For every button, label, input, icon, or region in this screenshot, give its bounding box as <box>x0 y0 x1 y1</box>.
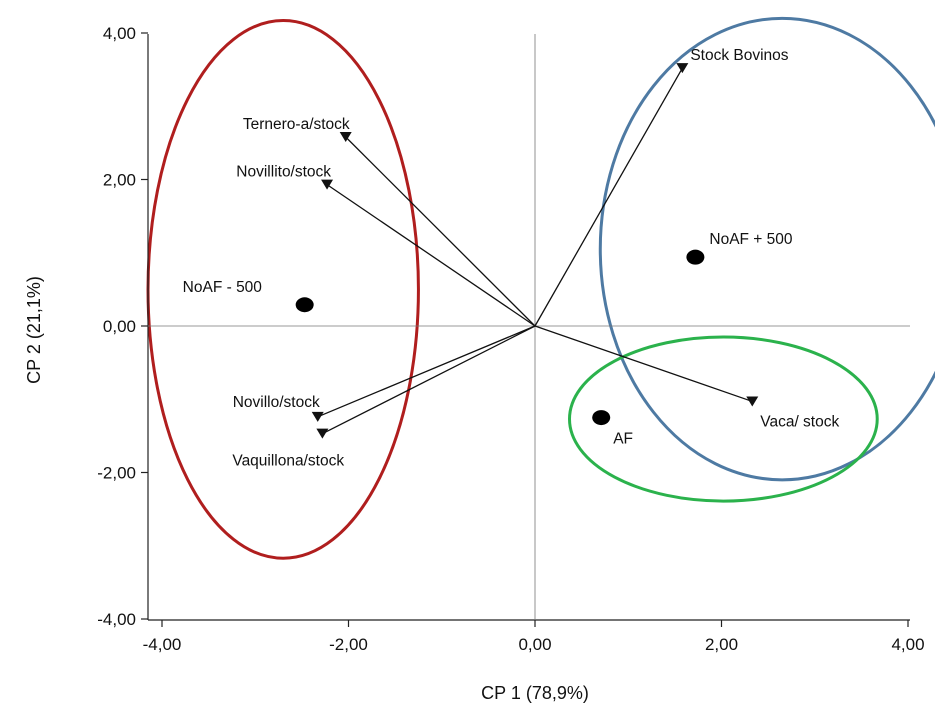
observation-point <box>686 249 705 265</box>
point-label: AF <box>613 431 633 448</box>
y-axis-title: CP 2 (21,1%) <box>24 276 44 384</box>
y-tick-label: -2,00 <box>97 464 136 483</box>
group-ellipse <box>568 335 879 503</box>
vector-label: Vaquillona/stock <box>232 453 344 470</box>
vector-label: Vaca/ stock <box>760 413 839 430</box>
x-tick-label: -4,00 <box>143 635 182 654</box>
y-tick-label: -4,00 <box>97 610 136 629</box>
group-points: NoAF - 500 NoAF + 500 AF <box>183 231 793 447</box>
vector-marker <box>321 179 334 190</box>
vector-label: Ternero-a/stock <box>243 116 350 133</box>
axes <box>147 34 910 621</box>
point-label: NoAF + 500 <box>709 231 793 248</box>
x-tick-label: -2,00 <box>329 635 368 654</box>
vector-marker <box>746 396 759 407</box>
x-tick-label: 2,00 <box>705 635 738 654</box>
vector-label: Novillo/stock <box>233 394 320 411</box>
y-ticks: -4,00 -2,00 0,00 2,00 4,00 <box>97 24 148 629</box>
y-tick-label: 2,00 <box>103 171 136 190</box>
vector-marker <box>311 411 324 422</box>
group-ellipse <box>598 16 935 482</box>
vector-label: Novillito/stock <box>236 164 331 181</box>
observation-point <box>295 297 314 313</box>
y-tick-label: 4,00 <box>103 24 136 43</box>
vector-marker <box>316 428 329 439</box>
observation-point <box>592 410 611 426</box>
x-axis-title: CP 1 (78,9%) <box>481 683 589 703</box>
loading-vector <box>534 325 753 403</box>
loading-vector <box>322 325 536 435</box>
x-ticks: -4,00 -2,00 0,00 2,00 4,00 <box>143 620 925 654</box>
x-tick-label: 0,00 <box>518 635 551 654</box>
vector-marker <box>339 132 352 143</box>
group-vectors: Stock Bovinos Ternero-a/stock Novillito/st… <box>232 47 839 470</box>
point-label: NoAF - 500 <box>183 279 263 296</box>
vector-marker <box>676 63 689 74</box>
loading-vector <box>345 136 536 327</box>
loading-vector <box>326 184 536 327</box>
x-tick-label: 4,00 <box>891 635 924 654</box>
vector-label: Stock Bovinos <box>690 47 788 64</box>
y-tick-label: 0,00 <box>103 317 136 336</box>
loading-vector <box>534 67 683 327</box>
loading-vector <box>317 325 536 418</box>
group-ellipses <box>146 16 935 560</box>
